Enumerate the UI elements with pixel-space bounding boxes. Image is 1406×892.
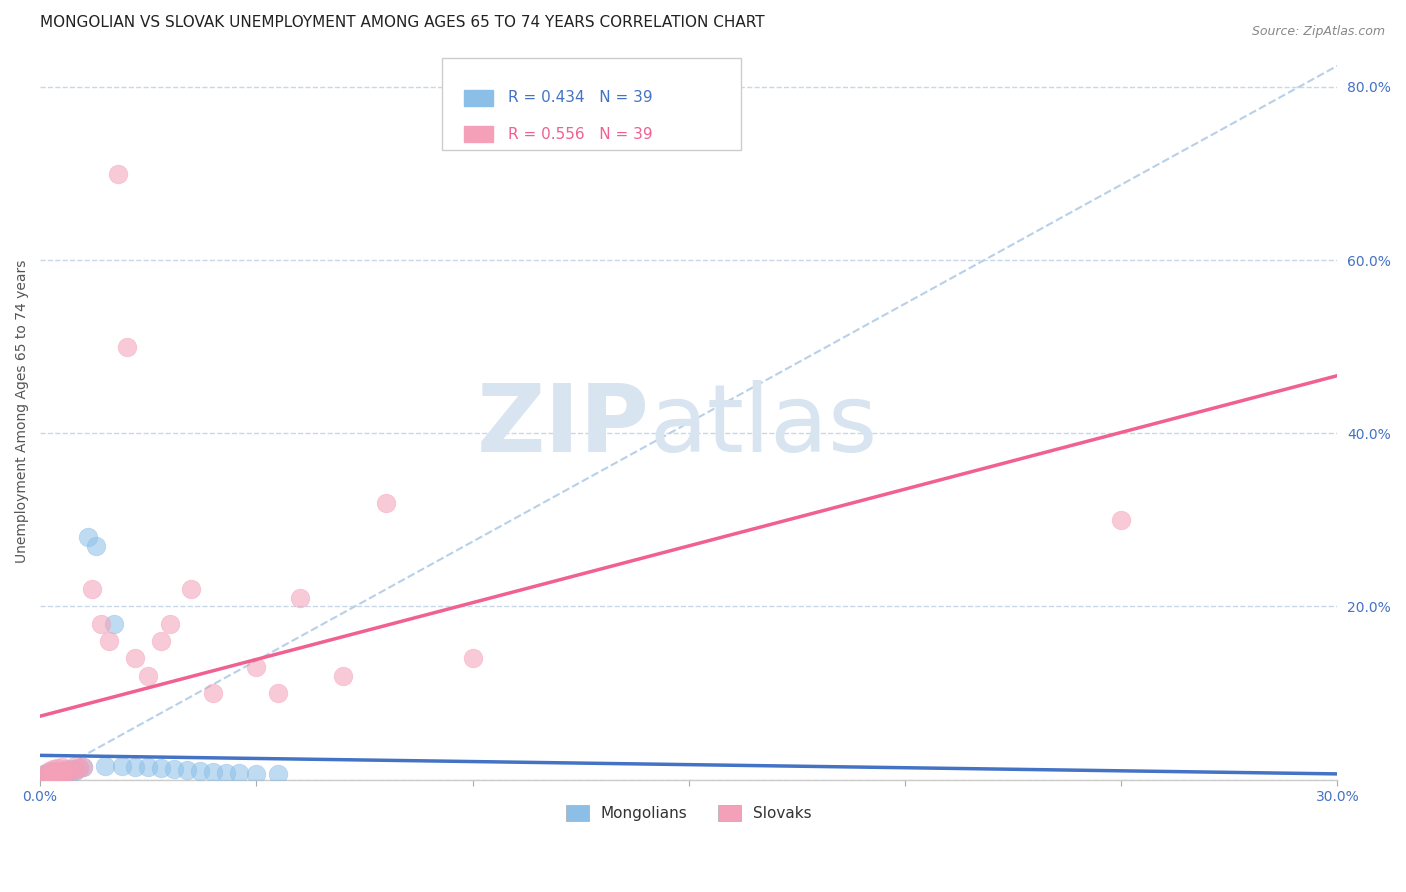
Point: [59, 764, 82, 779]
Point: [55, 765, 77, 780]
Point: [375, 495, 398, 509]
Point: [267, 686, 290, 700]
Point: [46, 761, 69, 775]
Point: [80, 582, 103, 596]
Point: [51, 766, 73, 780]
Point: [42, 765, 65, 780]
Point: [42, 765, 65, 780]
Point: [34, 767, 56, 781]
Point: [51, 760, 73, 774]
Point: [163, 762, 186, 776]
Point: [72, 759, 94, 773]
Point: [1109, 513, 1132, 527]
Point: [38, 766, 60, 780]
Point: [63, 764, 86, 778]
Point: [176, 763, 198, 777]
Point: [150, 761, 173, 775]
Point: [202, 686, 225, 700]
Point: [46, 767, 69, 781]
Point: [245, 766, 267, 780]
Point: [180, 582, 202, 596]
Point: [94, 758, 117, 772]
Point: [150, 634, 173, 648]
Text: MONGOLIAN VS SLOVAK UNEMPLOYMENT AMONG AGES 65 TO 74 YEARS CORRELATION CHART: MONGOLIAN VS SLOVAK UNEMPLOYMENT AMONG A…: [41, 15, 765, 30]
Point: [59, 765, 82, 780]
Point: [67, 761, 90, 775]
Point: [46, 766, 69, 780]
Point: [188, 764, 211, 778]
FancyBboxPatch shape: [464, 126, 494, 142]
Point: [46, 764, 69, 779]
Point: [55, 762, 77, 776]
Point: [34, 770, 56, 784]
Point: [42, 768, 65, 782]
Text: R = 0.434   N = 39: R = 0.434 N = 39: [509, 90, 652, 105]
Point: [34, 769, 56, 783]
Point: [67, 761, 90, 775]
Point: [55, 766, 77, 780]
Point: [38, 764, 60, 779]
Point: [63, 763, 86, 777]
Point: [51, 765, 73, 780]
Point: [215, 765, 238, 780]
Legend: Mongolians, Slovaks: Mongolians, Slovaks: [560, 799, 818, 827]
Y-axis label: Unemployment Among Ages 65 to 74 years: Unemployment Among Ages 65 to 74 years: [15, 260, 30, 564]
Point: [42, 767, 65, 781]
Point: [288, 591, 311, 605]
Point: [136, 669, 159, 683]
Point: [115, 340, 138, 354]
Point: [111, 758, 134, 772]
Point: [90, 616, 112, 631]
Point: [124, 759, 146, 773]
Point: [46, 768, 69, 782]
Text: ZIP: ZIP: [477, 380, 650, 473]
FancyBboxPatch shape: [464, 89, 494, 106]
Point: [159, 616, 181, 631]
Point: [124, 651, 146, 665]
Point: [46, 764, 69, 779]
Point: [42, 769, 65, 783]
Point: [245, 660, 267, 674]
Point: [34, 767, 56, 781]
Point: [461, 651, 484, 665]
Point: [332, 669, 354, 683]
Point: [51, 764, 73, 778]
Point: [72, 759, 94, 773]
FancyBboxPatch shape: [443, 58, 741, 151]
Point: [38, 769, 60, 783]
Point: [59, 762, 82, 776]
Text: atlas: atlas: [650, 380, 879, 473]
Point: [51, 767, 73, 781]
Point: [228, 765, 250, 780]
Point: [34, 771, 56, 785]
Point: [42, 764, 65, 778]
Point: [103, 616, 125, 631]
Point: [55, 764, 77, 778]
Point: [38, 770, 60, 784]
Point: [98, 634, 121, 648]
Point: [86, 539, 108, 553]
Point: [38, 764, 60, 778]
Point: [76, 530, 98, 544]
Point: [63, 758, 86, 772]
Point: [107, 167, 129, 181]
Point: [202, 764, 225, 779]
Text: R = 0.556   N = 39: R = 0.556 N = 39: [509, 127, 652, 142]
Text: Source: ZipAtlas.com: Source: ZipAtlas.com: [1251, 25, 1385, 38]
Point: [267, 766, 290, 780]
Point: [42, 762, 65, 776]
Point: [38, 766, 60, 780]
Point: [136, 760, 159, 774]
Point: [38, 768, 60, 782]
